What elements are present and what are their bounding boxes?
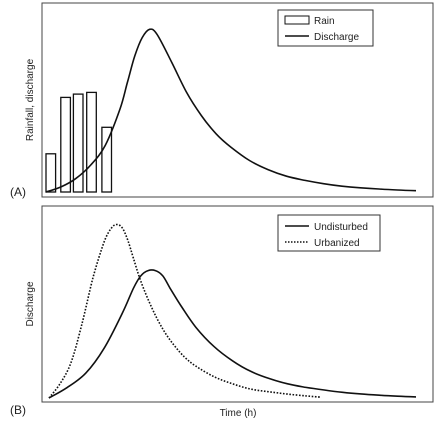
discharge-legend-label: Discharge [314,32,359,43]
panel-a-y-axis-label: Rainfall, discharge [25,58,36,141]
panel-a-series [45,28,417,193]
rain-bars [45,91,113,193]
rain-bar-1 [45,153,57,193]
panel-b-label: (B) [10,403,26,417]
panel-b-frame [41,205,434,403]
rain-bar-2 [60,96,72,193]
urbanized-line [48,223,321,399]
undisturbed-legend-label: Undisturbed [314,222,368,233]
panel-b-x-axis-label: Time (h) [220,408,257,419]
rain-legend-label: Rain [314,16,335,27]
panel-a-frame [41,2,434,198]
panel-b-legend: Undisturbed Urbanized [277,214,381,252]
undisturbed-line [48,269,417,399]
rain-bar-3 [72,93,84,193]
urbanized-legend-label: Urbanized [314,238,360,249]
discharge-line [45,28,417,193]
panel-b: (B) Discharge Time (h) Undisturbed Urban… [10,205,434,419]
panel-a-label: (A) [10,185,26,199]
panel-b-y-axis-label: Discharge [25,281,36,326]
rain-legend-swatch [284,15,310,25]
panel-a-legend: Rain Discharge [277,9,374,47]
panel-b-series [48,223,417,399]
rain-bar-5 [101,126,113,193]
legend-frame [277,9,374,47]
panel-a: (A) Rainfall, discharge Rain Discharge [10,2,434,199]
legend-frame [277,214,381,252]
rain-bar-4 [86,91,97,193]
